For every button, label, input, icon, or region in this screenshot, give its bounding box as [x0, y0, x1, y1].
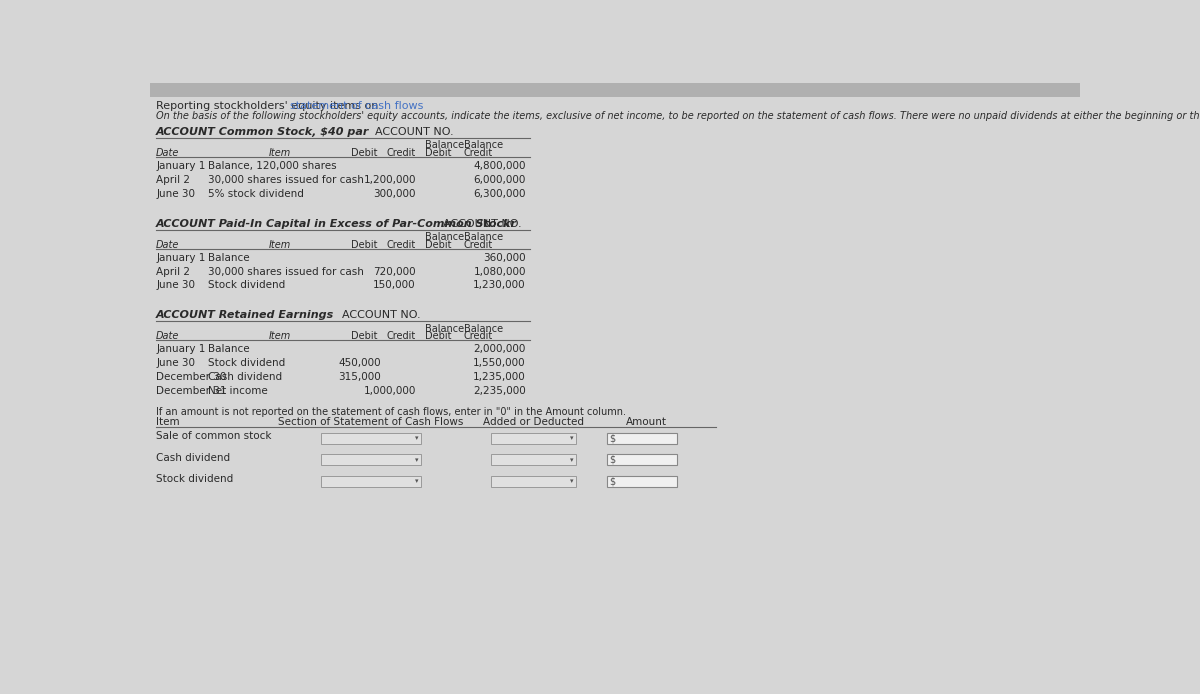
Text: ACCOUNT Paid-In Capital in Excess of Par-Common Stockr: ACCOUNT Paid-In Capital in Excess of Par…	[156, 219, 517, 229]
Text: Debit: Debit	[352, 239, 378, 250]
Text: Amount: Amount	[625, 418, 666, 428]
Text: ▾: ▾	[570, 457, 574, 463]
Text: 1,080,000: 1,080,000	[473, 266, 526, 276]
Text: ACCOUNT Common Stock, $40 par: ACCOUNT Common Stock, $40 par	[156, 127, 370, 137]
Text: 1,550,000: 1,550,000	[473, 358, 526, 369]
Text: Cash dividend: Cash dividend	[208, 372, 282, 382]
Text: statement of cash flows: statement of cash flows	[289, 101, 422, 111]
Text: Item: Item	[269, 239, 290, 250]
Text: Balance, 120,000 shares: Balance, 120,000 shares	[208, 161, 337, 171]
Text: Debit: Debit	[425, 331, 451, 341]
Text: Debit: Debit	[352, 148, 378, 158]
Text: $: $	[610, 433, 616, 443]
Text: $: $	[610, 455, 616, 465]
Text: 300,000: 300,000	[373, 189, 416, 198]
Text: Credit: Credit	[386, 239, 415, 250]
Text: $: $	[610, 476, 616, 486]
Text: ▾: ▾	[415, 478, 419, 484]
Text: 1,000,000: 1,000,000	[364, 386, 416, 396]
FancyBboxPatch shape	[491, 476, 576, 486]
Text: ACCOUNT NO.: ACCOUNT NO.	[342, 310, 421, 321]
Text: On the basis of the following stockholders' equity accounts, indicate the items,: On the basis of the following stockholde…	[156, 111, 1200, 121]
FancyBboxPatch shape	[607, 455, 677, 465]
Text: Added or Deducted: Added or Deducted	[484, 418, 584, 428]
Text: 1,200,000: 1,200,000	[364, 175, 416, 185]
Text: ▾: ▾	[570, 435, 574, 441]
Text: December 30: December 30	[156, 372, 227, 382]
Text: Credit: Credit	[464, 148, 493, 158]
FancyBboxPatch shape	[150, 83, 1080, 97]
Text: Debit: Debit	[425, 148, 451, 158]
Text: 2,235,000: 2,235,000	[473, 386, 526, 396]
Text: 150,000: 150,000	[373, 280, 416, 290]
Text: 4,800,000: 4,800,000	[473, 161, 526, 171]
Text: June 30: June 30	[156, 280, 196, 290]
Text: January 1: January 1	[156, 344, 205, 355]
Text: If an amount is not reported on the statement of cash flows, enter in "0" in the: If an amount is not reported on the stat…	[156, 407, 626, 416]
Text: Sale of common stock: Sale of common stock	[156, 431, 271, 441]
Text: ▾: ▾	[570, 478, 574, 484]
Text: Date: Date	[156, 239, 180, 250]
Text: 1,235,000: 1,235,000	[473, 372, 526, 382]
FancyBboxPatch shape	[320, 476, 421, 486]
Text: Item: Item	[269, 148, 290, 158]
Text: Balance: Balance	[464, 323, 503, 334]
Text: Reporting stockholders' equity items on: Reporting stockholders' equity items on	[156, 101, 382, 111]
Text: Date: Date	[156, 331, 180, 341]
Text: June 30: June 30	[156, 189, 196, 198]
Text: Net income: Net income	[208, 386, 268, 396]
Text: Item: Item	[156, 418, 180, 428]
Text: January 1: January 1	[156, 253, 205, 263]
FancyBboxPatch shape	[491, 433, 576, 443]
Text: Cash dividend: Cash dividend	[156, 453, 230, 463]
Text: April 2: April 2	[156, 266, 190, 276]
Text: April 2: April 2	[156, 175, 190, 185]
Text: 30,000 shares issued for cash: 30,000 shares issued for cash	[208, 175, 364, 185]
Text: Balance: Balance	[464, 232, 503, 242]
Text: ACCOUNT NO.: ACCOUNT NO.	[443, 219, 522, 229]
Text: 720,000: 720,000	[373, 266, 416, 276]
Text: Balance: Balance	[425, 323, 464, 334]
Text: 360,000: 360,000	[484, 253, 526, 263]
Text: ▾: ▾	[415, 435, 419, 441]
Text: January 1: January 1	[156, 161, 205, 171]
Text: Stock dividend: Stock dividend	[208, 358, 286, 369]
Text: 30,000 shares issued for cash: 30,000 shares issued for cash	[208, 266, 364, 276]
Text: 315,000: 315,000	[338, 372, 380, 382]
Text: Balance: Balance	[464, 140, 503, 151]
Text: 1,230,000: 1,230,000	[473, 280, 526, 290]
Text: June 30: June 30	[156, 358, 196, 369]
FancyBboxPatch shape	[607, 476, 677, 486]
Text: Credit: Credit	[386, 331, 415, 341]
Text: Balance: Balance	[208, 344, 250, 355]
Text: 5% stock dividend: 5% stock dividend	[208, 189, 304, 198]
Text: ACCOUNT NO.: ACCOUNT NO.	[374, 127, 454, 137]
FancyBboxPatch shape	[320, 455, 421, 465]
FancyBboxPatch shape	[607, 433, 677, 443]
Text: 6,000,000: 6,000,000	[474, 175, 526, 185]
Text: Section of Statement of Cash Flows: Section of Statement of Cash Flows	[278, 418, 463, 428]
Text: Credit: Credit	[386, 148, 415, 158]
Text: Stock dividend: Stock dividend	[156, 475, 234, 484]
FancyBboxPatch shape	[491, 455, 576, 465]
FancyBboxPatch shape	[320, 433, 421, 443]
Text: Item: Item	[269, 331, 290, 341]
Text: Debit: Debit	[425, 239, 451, 250]
Text: Balance: Balance	[425, 232, 464, 242]
Text: Date: Date	[156, 148, 180, 158]
Text: Debit: Debit	[352, 331, 378, 341]
Text: ▾: ▾	[415, 457, 419, 463]
Text: 2,000,000: 2,000,000	[474, 344, 526, 355]
Text: Credit: Credit	[464, 331, 493, 341]
Text: ACCOUNT Retained Earnings: ACCOUNT Retained Earnings	[156, 310, 335, 321]
Text: Credit: Credit	[464, 239, 493, 250]
Text: 6,300,000: 6,300,000	[473, 189, 526, 198]
Text: Balance: Balance	[208, 253, 250, 263]
Text: Balance: Balance	[425, 140, 464, 151]
Text: December 31: December 31	[156, 386, 227, 396]
Text: Stock dividend: Stock dividend	[208, 280, 286, 290]
Text: 450,000: 450,000	[338, 358, 380, 369]
